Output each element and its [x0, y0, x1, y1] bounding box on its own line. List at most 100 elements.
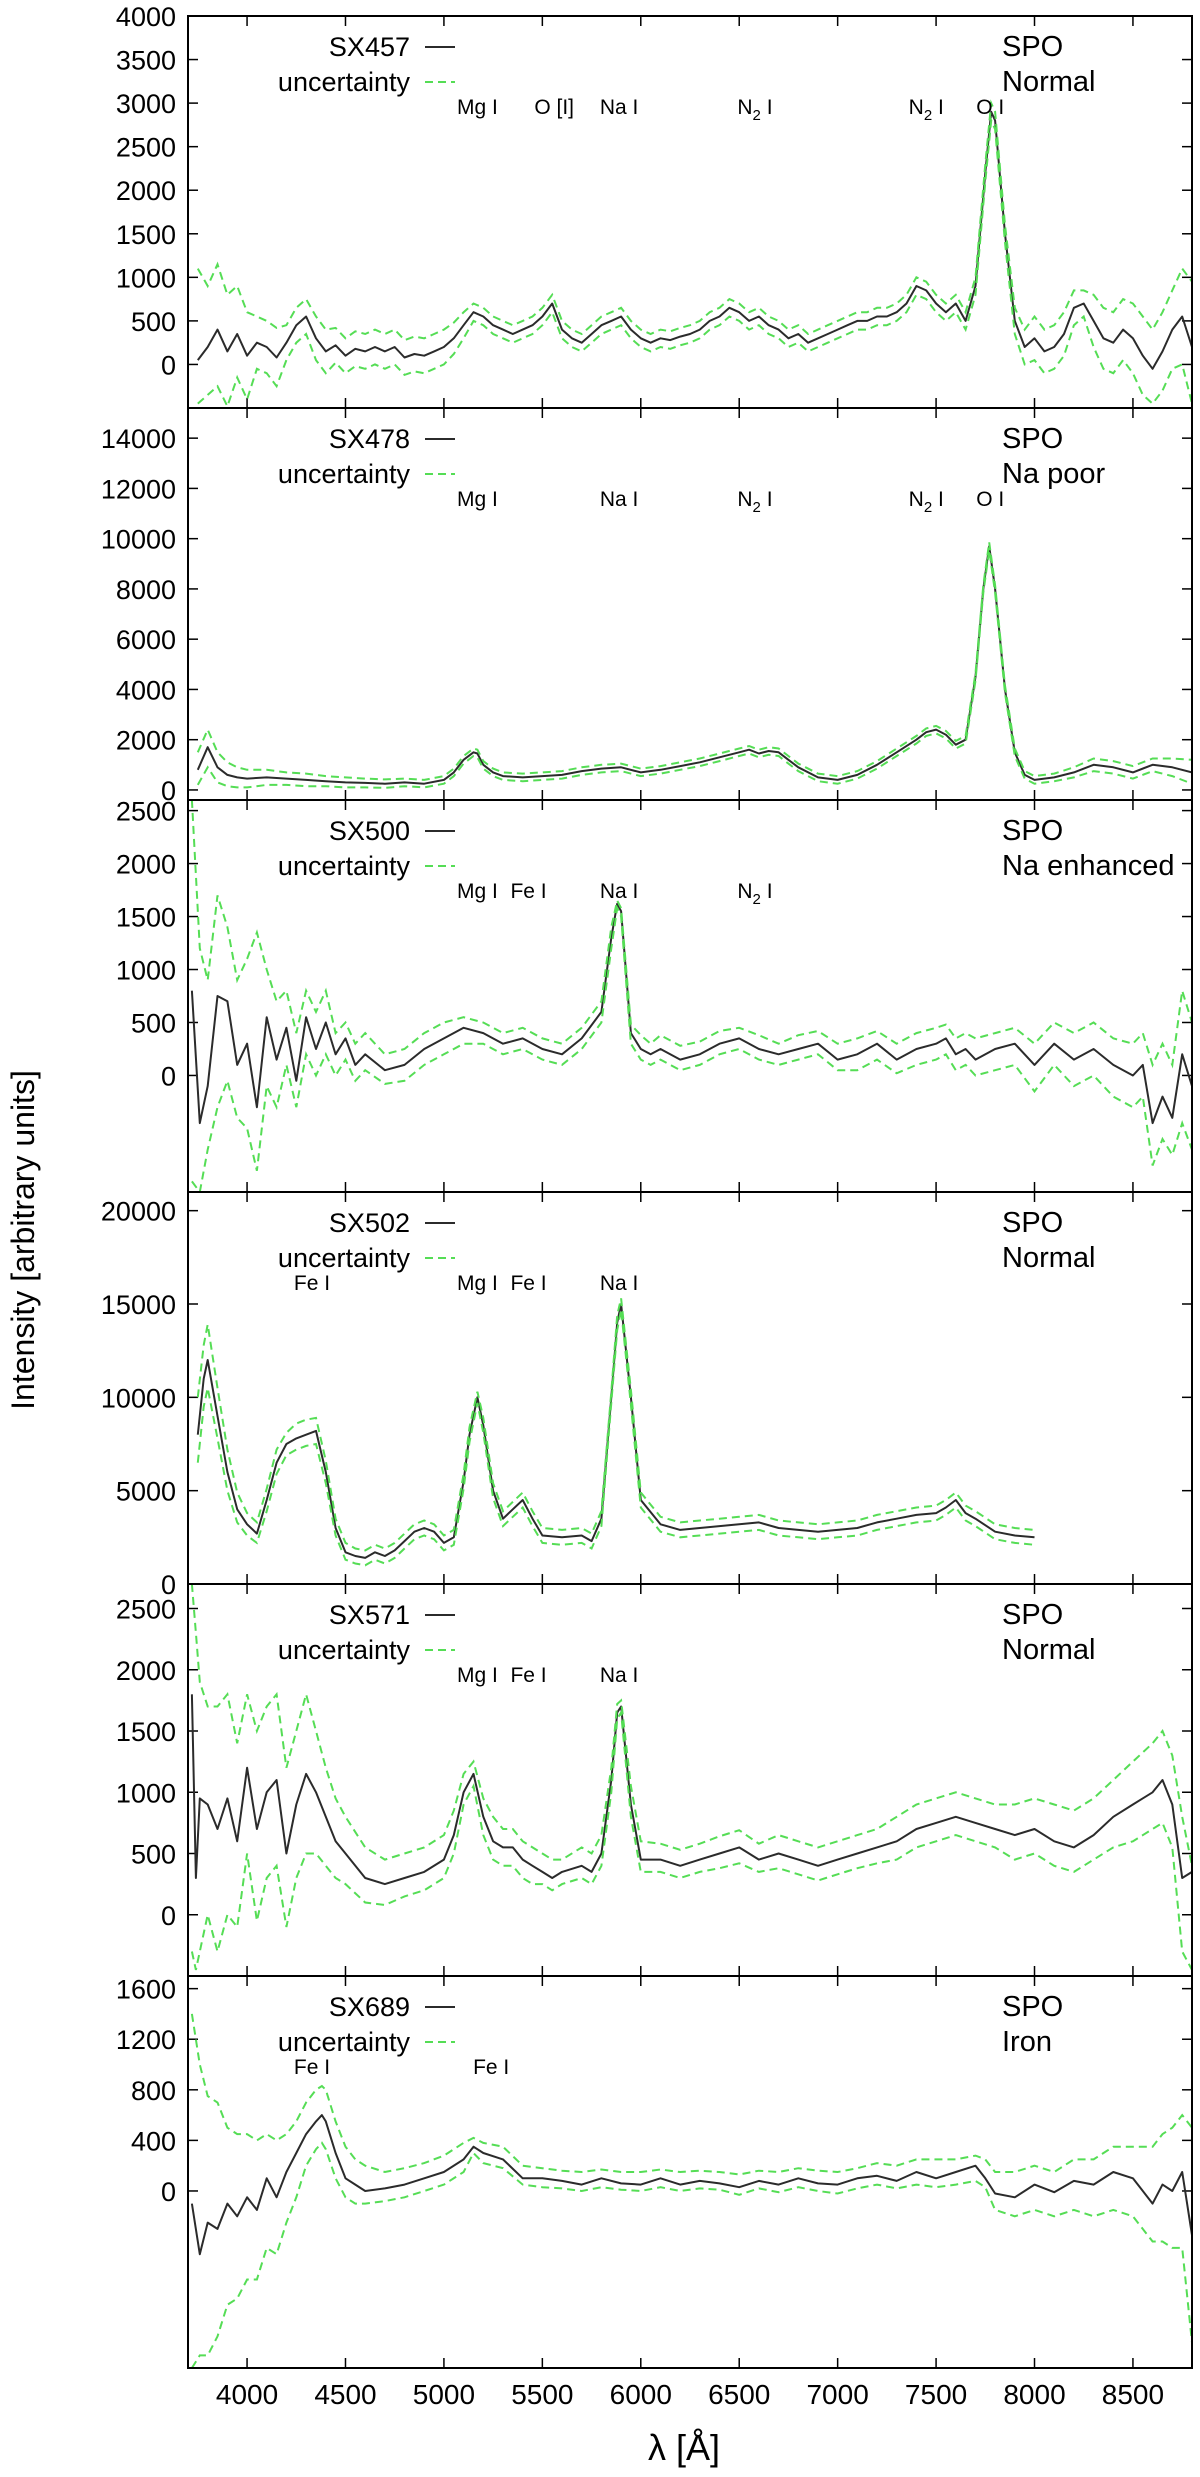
spectrum-line [197, 110, 1192, 370]
y-tick-label: 1000 [116, 1778, 176, 1808]
y-tick-label: 500 [131, 1008, 176, 1038]
x-tick-label: 8500 [1102, 2379, 1164, 2410]
x-tick-label: 4500 [314, 2379, 376, 2410]
series-curves [196, 1298, 1035, 1567]
series-curves [190, 1584, 1192, 1971]
category-label: SPO [1002, 423, 1063, 455]
y-tick-label: 12000 [101, 474, 176, 504]
panel-frame [187, 1975, 1193, 2369]
spectrum-line [196, 545, 1192, 785]
emission-line-label: Na I [600, 880, 639, 903]
x-tick-label: 6500 [708, 2379, 770, 2410]
y-tick-label: 2500 [116, 133, 176, 163]
category-label: SPO [1002, 1599, 1063, 1631]
x-tick-label: 7000 [806, 2379, 868, 2410]
x-axis: 4000 4500 5000 5500 6000 6500 7000 7500 8000 8500 [216, 2379, 1164, 2410]
y-tick-label: 2000 [116, 176, 176, 206]
uncertainty-lower-line [191, 904, 1192, 1192]
spectrum-line [190, 2114, 1192, 2256]
emission-line-label: N2 I [737, 880, 772, 908]
legend-spectrum-label: SX500 [329, 816, 410, 846]
y-axis-label: Intensity [arbitrary units] [5, 1070, 41, 1410]
classification-label: Iron [1002, 2026, 1052, 2058]
y-tick-label: 0 [161, 350, 176, 380]
y-tick-label: 10000 [101, 1383, 176, 1413]
category-label: SPO [1002, 815, 1063, 847]
y-tick-label: 1500 [116, 903, 176, 933]
uncertainty-upper-line [196, 1298, 1035, 1552]
emission-line-label: Fe I [510, 1664, 546, 1687]
y-tick-label: 2500 [116, 1595, 176, 1625]
category-label: SPO [1002, 1207, 1063, 1239]
classification-label: Na poor [1002, 458, 1106, 490]
emission-line-label: O I [976, 96, 1004, 119]
spectrum-line [190, 902, 1192, 1125]
panel-sx500: 05001000150020002500SX500uncertaintySPON… [116, 797, 1193, 1193]
y-tick-label: 0 [161, 1901, 176, 1931]
emission-line-label: Mg I [457, 488, 498, 511]
y-tick-label: 8000 [116, 575, 176, 605]
uncertainty-lower-line [191, 2141, 1192, 2368]
legend-uncertainty-label: uncertainty [278, 459, 411, 489]
emission-line-label: N2 I [737, 96, 772, 124]
legend-uncertainty-label: uncertainty [278, 2027, 411, 2057]
uncertainty-lower-line [196, 549, 1192, 789]
legend-spectrum-label: SX457 [329, 32, 410, 62]
emission-line-label: Mg I [457, 1664, 498, 1687]
y-tick-label: 500 [131, 1840, 176, 1870]
classification-label: Normal [1002, 1634, 1095, 1666]
y-tick-label: 1500 [116, 220, 176, 250]
y-tick-label: 14000 [101, 424, 176, 454]
emission-line-label: N2 I [909, 488, 944, 516]
legend-uncertainty-label: uncertainty [278, 67, 411, 97]
panel-sx457: 0 500 1000 1500 2000 2500 3000 3500 4000 SX457 unc… [116, 2, 1193, 409]
uncertainty-lower-line [197, 116, 1192, 408]
y-tick-label: 500 [131, 307, 176, 337]
y-tick-label: 0 [161, 1061, 176, 1091]
category-label: SPO [1002, 1991, 1063, 2023]
x-tick-label: 5000 [413, 2379, 475, 2410]
legend-uncertainty-label: uncertainty [278, 851, 411, 881]
legend-spectrum-label: SX571 [329, 1600, 410, 1630]
emission-line-label: Fe I [294, 2056, 330, 2079]
uncertainty-upper-line [190, 800, 1192, 1069]
y-tick-label: 1600 [116, 1975, 176, 2005]
y-tick-label: 20000 [101, 1197, 176, 1227]
legend-spectrum-label: SX478 [329, 424, 410, 454]
emission-line-label: Na I [600, 1664, 639, 1687]
x-tick-label: 7500 [905, 2379, 967, 2410]
y-tick-label: 10000 [101, 525, 176, 555]
y-tick-label: 2000 [116, 850, 176, 880]
emission-line-label: O [I] [534, 96, 574, 119]
emission-line-label: Mg I [457, 1272, 498, 1295]
x-tick-label: 8000 [1003, 2379, 1065, 2410]
emission-line-label: Fe I [473, 2056, 509, 2079]
emission-line-label: Fe I [294, 1272, 330, 1295]
legend-uncertainty-label: uncertainty [278, 1243, 411, 1273]
uncertainty-lower-line [190, 1709, 1192, 1971]
y-tick-label: 2000 [116, 1656, 176, 1686]
x-tick-label: 6000 [610, 2379, 672, 2410]
y-tick-label: 3500 [116, 46, 176, 76]
uncertainty-lower-line [196, 1309, 1035, 1567]
y-tick-label: 400 [131, 2126, 176, 2156]
uncertainty-upper-line [196, 542, 1192, 781]
emission-line-label: Na I [600, 488, 639, 511]
spectrum-line [196, 1303, 1035, 1559]
legend-spectrum-label: SX689 [329, 1992, 410, 2022]
series-curves [196, 542, 1192, 789]
y-tick-label: 1500 [116, 1717, 176, 1747]
y-tick-label: 2500 [116, 797, 176, 827]
legend-uncertainty-label: uncertainty [278, 1635, 411, 1665]
emission-line-label: N2 I [737, 488, 772, 516]
emission-line-label: Na I [600, 96, 639, 119]
emission-line-label: Na I [600, 1272, 639, 1295]
y-tick-label: 4000 [116, 675, 176, 705]
y-tick-label: 15000 [101, 1290, 176, 1320]
classification-label: Normal [1002, 1242, 1095, 1274]
emission-line-label: Mg I [457, 880, 498, 903]
classification-label: Normal [1002, 66, 1095, 98]
